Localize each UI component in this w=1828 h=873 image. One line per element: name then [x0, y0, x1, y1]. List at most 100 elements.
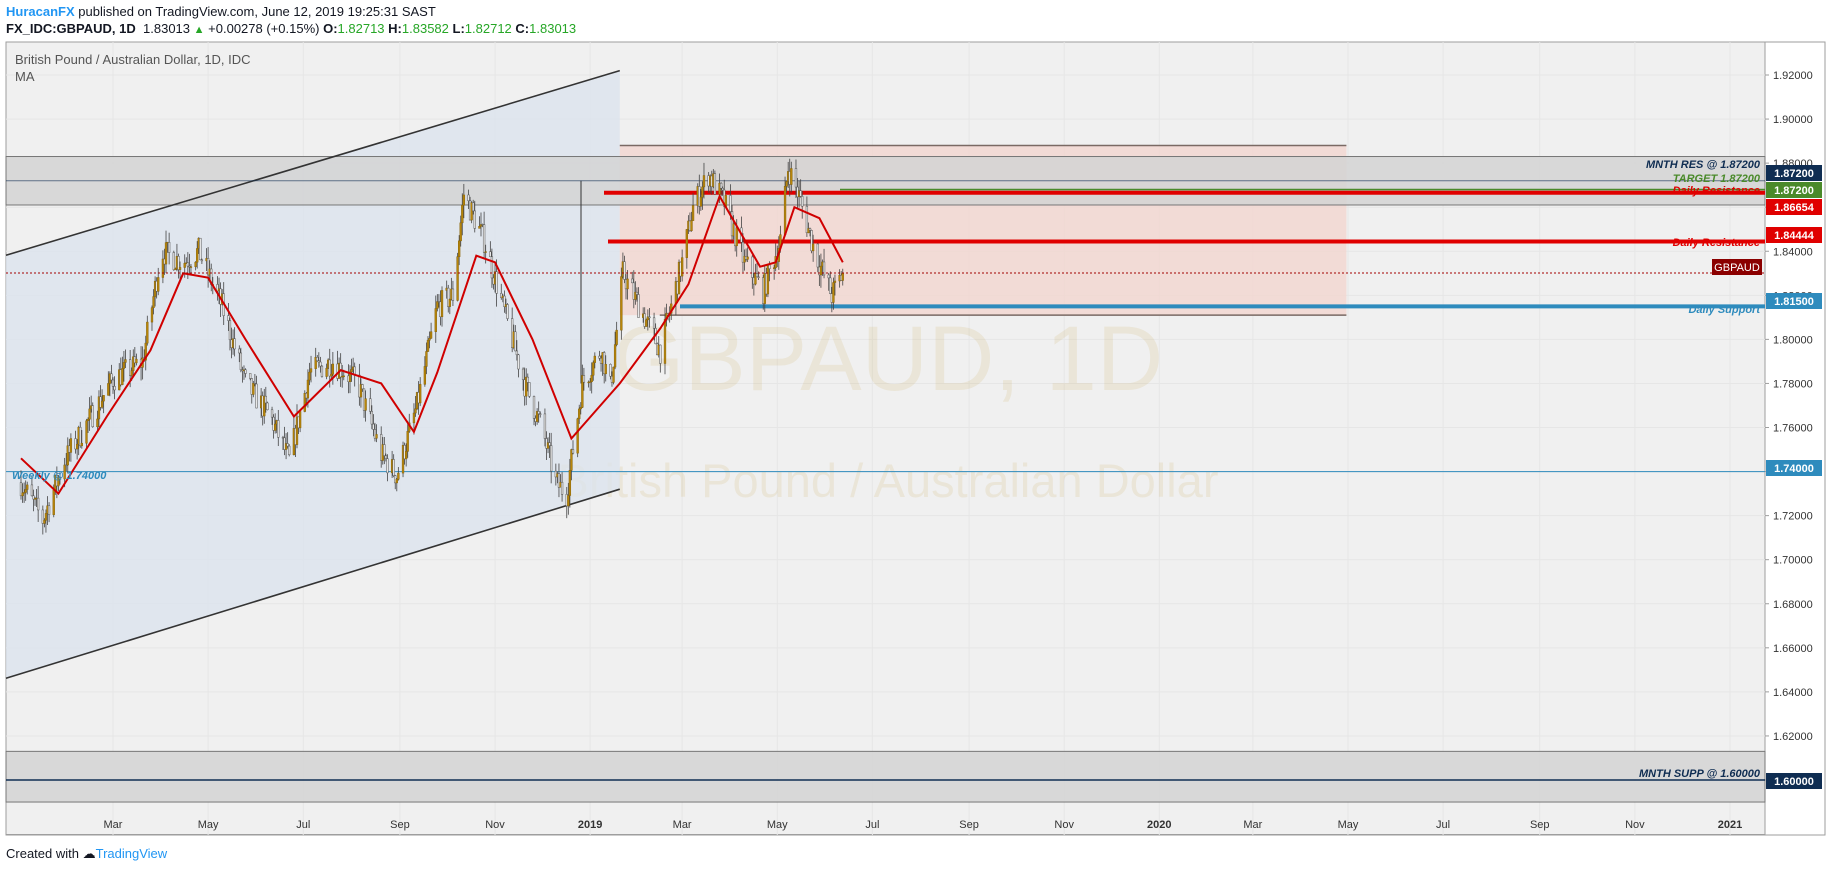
time-tick-label: Mar: [104, 819, 123, 831]
candle: [308, 362, 311, 386]
candle-body: [819, 265, 823, 276]
chart-header-line2: FX_IDC:GBPAUD, 1D 1.83013 ▲ +0.00278 (+0…: [6, 21, 576, 38]
candle-body: [482, 224, 486, 253]
candle-body: [609, 364, 612, 377]
candle: [604, 355, 607, 382]
candle: [317, 352, 320, 368]
candle-body: [370, 411, 373, 425]
candle-body: [557, 473, 561, 488]
candle-body: [22, 492, 26, 494]
candle-body: [807, 228, 810, 234]
time-tick-label: Nov: [1625, 819, 1645, 831]
candle-body: [768, 264, 771, 269]
channel-fill: [6, 70, 620, 679]
candle: [458, 235, 461, 266]
candle: [274, 413, 277, 434]
candle-body: [359, 384, 363, 398]
candle-body: [506, 304, 509, 319]
candle-body: [615, 329, 618, 345]
candle: [429, 322, 433, 339]
candle: [635, 287, 639, 302]
candle-body: [121, 368, 124, 385]
candle: [227, 302, 230, 331]
candle-body: [19, 482, 23, 497]
candle-body: [414, 408, 417, 414]
candle: [350, 358, 353, 382]
candle: [581, 364, 584, 409]
candle: [216, 276, 219, 301]
candle-body: [314, 357, 317, 369]
candle-body: [348, 371, 352, 382]
candle-body: [172, 252, 175, 271]
candle: [829, 271, 832, 295]
candle: [272, 414, 275, 439]
candle-body: [434, 308, 437, 333]
candle-body: [685, 229, 688, 258]
candle: [284, 433, 288, 460]
candle: [194, 261, 197, 271]
candle: [252, 380, 255, 398]
candle: [91, 402, 94, 428]
ohlc-values: O:1.82713 H:1.83582 L:1.82712 C:1.83013: [323, 21, 577, 36]
candle: [568, 458, 572, 508]
candle-body: [110, 373, 113, 381]
candle-body: [526, 376, 529, 383]
candle: [26, 481, 29, 495]
candle-body: [799, 190, 802, 197]
candle-body: [567, 495, 570, 507]
candle-body: [754, 273, 757, 285]
candle-body: [395, 479, 398, 484]
candle-body: [571, 449, 575, 454]
candles: [19, 158, 844, 535]
candle-body: [401, 445, 405, 474]
candle-body: [342, 375, 345, 377]
last-price: 1.83013: [143, 21, 191, 36]
candle: [233, 327, 236, 357]
candle-body: [698, 186, 701, 207]
price-tag-1: 1.87200: [1774, 185, 1814, 197]
watermark-symbol: GBPAUD, 1D: [613, 308, 1163, 410]
tradingview-logo-icon[interactable]: ☁: [82, 846, 96, 861]
author-name[interactable]: HuracanFX: [6, 4, 75, 19]
price-tag-4: 1.81500: [1774, 296, 1814, 308]
candle-body: [537, 411, 540, 415]
candle-body: [286, 443, 289, 447]
candle-body: [451, 288, 455, 301]
tradingview-brand[interactable]: TradingView: [95, 846, 168, 861]
candle: [598, 350, 601, 361]
candle-body: [244, 369, 247, 374]
candle-body: [303, 393, 306, 412]
candle: [295, 404, 299, 449]
candle-body: [719, 182, 723, 189]
price-tick-label: 1.68000: [1773, 599, 1813, 611]
candle-body: [164, 242, 168, 265]
candle-body: [369, 398, 372, 412]
candle: [24, 480, 27, 501]
candle-body: [57, 476, 60, 487]
time-tick-label: Jul: [1436, 819, 1450, 831]
candle-body: [746, 256, 749, 260]
level-label-1: TARGET 1.87200: [1673, 173, 1761, 185]
candle-body: [239, 352, 243, 371]
candle: [592, 360, 595, 381]
candle-body: [113, 386, 116, 391]
candle: [164, 230, 168, 274]
candle-body: [186, 262, 189, 267]
candle: [44, 509, 48, 533]
candle-body: [270, 409, 274, 418]
candle-body: [517, 354, 520, 370]
candle: [582, 367, 586, 391]
last-price-tag-bg: [1712, 259, 1762, 275]
candle: [447, 284, 450, 313]
footer: Created with ☁TradingView: [6, 846, 167, 862]
candle-body: [320, 365, 324, 377]
candle: [286, 432, 289, 449]
candle: [107, 371, 110, 396]
candle: [448, 298, 451, 315]
candle-body: [228, 320, 232, 341]
candle-body: [263, 395, 266, 417]
candle: [426, 336, 430, 352]
candle: [691, 193, 695, 221]
price-change: +0.00278 (+0.15%): [208, 21, 320, 36]
